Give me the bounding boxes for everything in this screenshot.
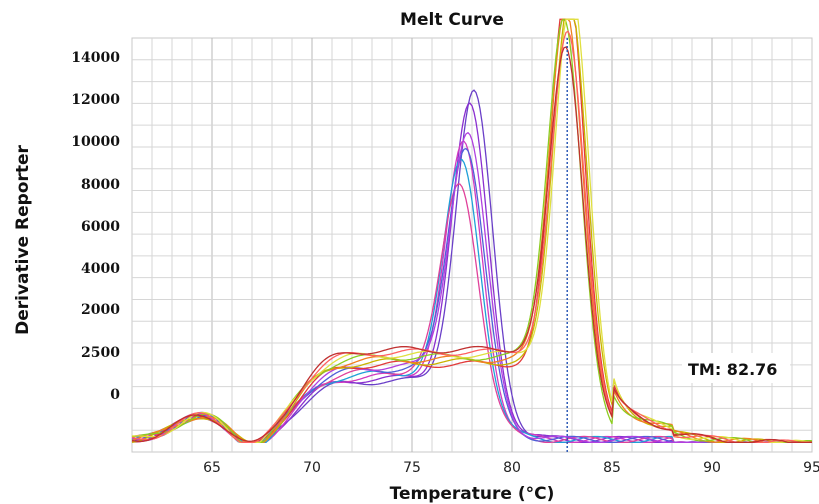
x-tick-label: 75: [403, 460, 421, 476]
y-axis-label: Derivative Reporter: [13, 144, 33, 334]
tm-label-box: [682, 353, 790, 383]
grid: [131, 37, 813, 453]
y-tick-label: 4000: [81, 261, 120, 277]
x-tick-label: 80: [503, 460, 521, 476]
melt-curve-series: [131, 46, 812, 443]
x-axis-label: Temperature (°C): [390, 484, 555, 504]
x-tick-labels: 65 70 75 80 85 90 95: [203, 460, 819, 476]
y-tick-label: 8000: [81, 177, 120, 193]
y-tick-label: 2000: [81, 302, 120, 318]
y-tick-label: 2500: [81, 345, 120, 361]
y-tick-label: 0: [110, 387, 120, 403]
y-tick-label: 12000: [71, 92, 120, 108]
y-tick-labels: 14000 12000 10000 8000 6000 4000 2000 2500 0: [71, 50, 120, 403]
x-tick-label: 85: [603, 460, 621, 476]
chart-title: Melt Curve: [400, 10, 504, 30]
y-tick-label: 10000: [71, 134, 120, 150]
y-tick-label: 6000: [81, 219, 120, 235]
y-tick-label: 14000: [71, 50, 120, 66]
x-tick-label: 65: [203, 460, 221, 476]
x-tick-label: 90: [703, 460, 721, 476]
melt-curve-series: [131, 30, 812, 443]
x-tick-label: 70: [303, 460, 321, 476]
x-tick-label: 95: [803, 460, 819, 476]
tm-label: TM: 82.76: [688, 360, 777, 379]
curves: [131, 18, 813, 443]
